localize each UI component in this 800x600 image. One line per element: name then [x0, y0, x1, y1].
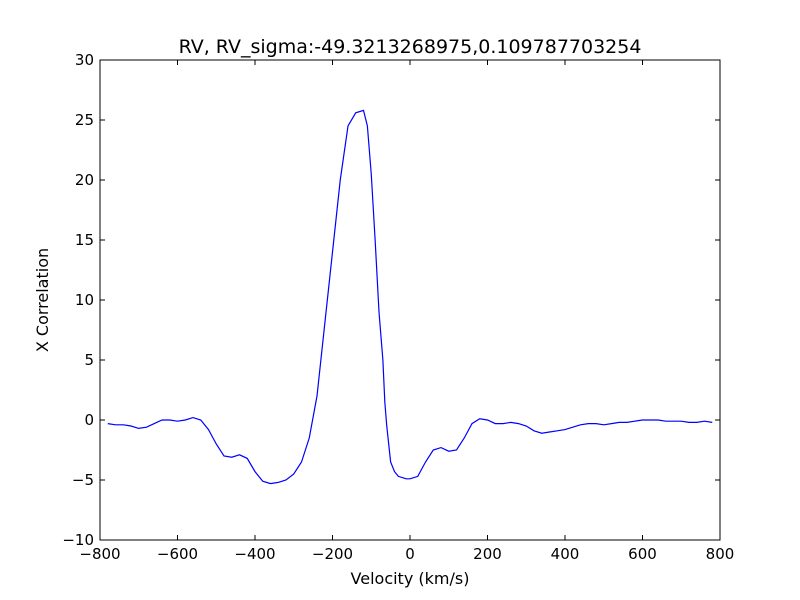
- y-tick-label: 20: [75, 171, 94, 189]
- y-tick-label: 10: [75, 291, 94, 309]
- y-axis-ticks: −10 −5 0 5 10 15 20 25 30: [62, 51, 720, 549]
- y-tick-label: 15: [75, 231, 94, 249]
- x-tick-label: 400: [551, 545, 580, 563]
- correlation-line: [107, 109, 713, 485]
- x-tick-label: 0: [405, 545, 415, 563]
- x-tick-label: −600: [157, 545, 198, 563]
- chart-title: RV, RV_sigma:-49.3213268975,0.1097877032…: [179, 36, 642, 58]
- x-tick-label: 200: [473, 545, 502, 563]
- x-tick-label: −200: [312, 545, 353, 563]
- x-axis-ticks: −800 −600 −400 −200 0 200 400 600 800: [79, 60, 734, 563]
- plot-area: [99, 59, 721, 541]
- plot-frame: [99, 59, 721, 541]
- y-tick-label: 5: [84, 351, 94, 369]
- y-tick-label: −10: [62, 531, 94, 549]
- y-tick-label: 30: [75, 51, 94, 69]
- x-tick-label: 600: [628, 545, 657, 563]
- x-tick-label: −400: [234, 545, 275, 563]
- y-tick-label: −5: [72, 471, 94, 489]
- x-tick-label: −800: [79, 545, 120, 563]
- x-tick-label: 800: [706, 545, 735, 563]
- x-axis-label: Velocity (km/s): [351, 569, 470, 588]
- y-tick-label: 0: [84, 411, 94, 429]
- y-tick-label: 25: [75, 111, 94, 129]
- y-axis-label: X Correlation: [33, 248, 52, 352]
